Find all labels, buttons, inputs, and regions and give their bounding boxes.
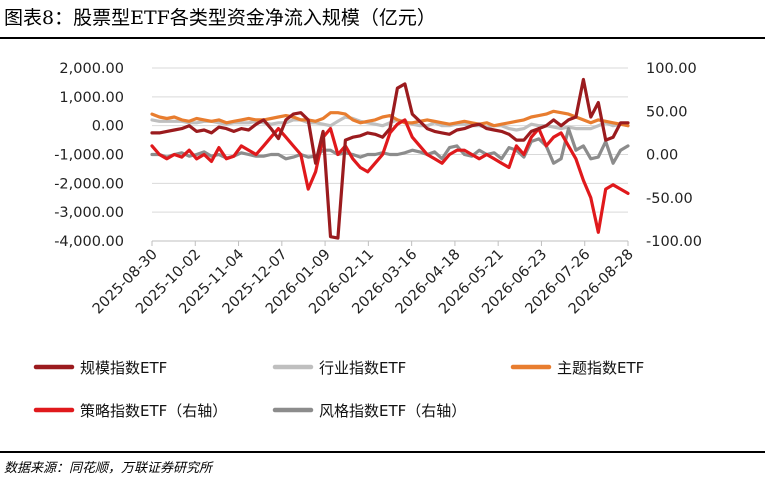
y-right-tick-label: 100.00	[646, 61, 697, 77]
y-right-tick-label: -100.00	[646, 234, 702, 250]
chart-canvas: 2,000.00 1,000.00 0.00 -1,000.00 -2,000.00 -3…	[33, 61, 702, 420]
series-line-3	[150, 109, 630, 128]
series-layer	[150, 77, 630, 240]
y-right-tick-label: 0.00	[646, 148, 678, 164]
y-left-tick-label: -3,000.00	[54, 205, 124, 221]
y-left-tick-label: 0.00	[92, 119, 124, 135]
y-right-tick-label: -50.00	[646, 191, 693, 207]
y-axis-right: 100.00 50.00 0.00 -50.00 -100.00	[646, 61, 702, 250]
source-note: 数据来源：同花顺，万联证券研究所	[4, 461, 213, 476]
y-left-tick-label: -4,000.00	[54, 234, 124, 250]
source-rule	[0, 451, 765, 453]
y-right-tick-label: 50.00	[646, 104, 688, 120]
series-line-1	[150, 77, 630, 240]
chart-title: 图表8：股票型ETF各类型资金净流入规模（亿元）	[4, 7, 436, 29]
legend-label: 风格指数ETF（右轴）	[319, 402, 466, 420]
legend: 规模指数ETF 行业指数ETF 主题指数ETF 策略指数ETF（右轴） 风格指数ETF（…	[33, 359, 644, 420]
y-left-tick-label: -2,000.00	[54, 176, 124, 192]
y-left-tick-label: 2,000.00	[59, 61, 124, 77]
y-left-tick-label: -1,000.00	[54, 148, 124, 164]
y-left-tick-label: 1,000.00	[59, 90, 124, 106]
legend-label: 策略指数ETF（右轴）	[80, 402, 227, 420]
legend-label: 行业指数ETF	[319, 359, 406, 377]
x-axis: 2025-08-302025-10-022025-11-042025-12-07…	[90, 240, 637, 317]
legend-label: 主题指数ETF	[557, 359, 644, 377]
title-rule	[0, 37, 765, 39]
series-line-4	[150, 118, 630, 234]
y-axis-left: 2,000.00 1,000.00 0.00 -1,000.00 -2,000.00 -3…	[54, 61, 124, 250]
legend-label: 规模指数ETF	[80, 359, 167, 377]
